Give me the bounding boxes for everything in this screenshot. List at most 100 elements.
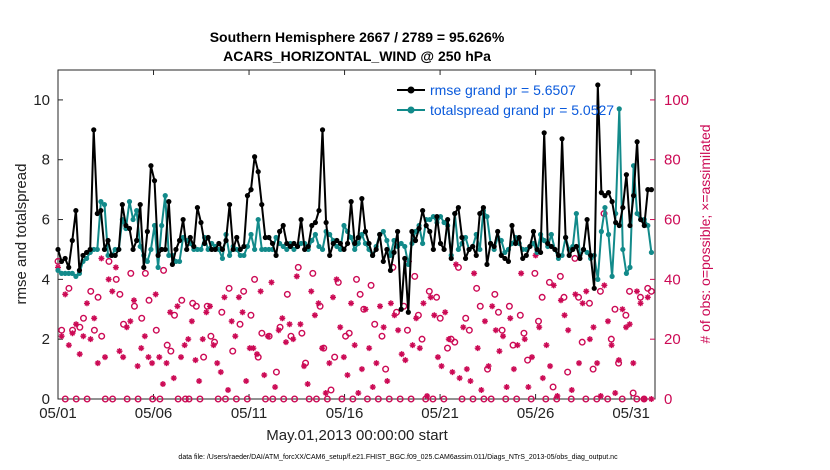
totalspread-point: [309, 237, 315, 244]
obs-possible-point: [371, 320, 379, 328]
obs-assimilated-point: [619, 306, 626, 313]
totalspread-point: [155, 264, 161, 270]
obs-assimilated-point: [203, 309, 210, 316]
obs-possible-point: [258, 329, 266, 337]
obs-possible-point: [469, 395, 477, 403]
totalspread-point: [502, 249, 508, 256]
rmse-point: [226, 201, 233, 208]
totalspread-point: [130, 216, 136, 223]
rmse-point: [391, 249, 397, 256]
obs-possible-point: [520, 329, 528, 337]
obs-possible-point: [232, 395, 240, 403]
rmse-point: [362, 228, 369, 235]
obs-assimilated-point: [536, 324, 543, 331]
obs-assimilated-point: [503, 384, 510, 391]
obs-possible-point: [636, 293, 644, 301]
obs-possible-point: [123, 395, 131, 403]
obs-possible-point: [549, 383, 557, 391]
rmse-point: [91, 127, 97, 133]
obs-possible-point: [418, 335, 426, 343]
rmse-point: [219, 246, 226, 253]
obs-assimilated-point: [561, 312, 568, 319]
rmse-point: [355, 234, 361, 241]
rmse-point: [523, 252, 529, 259]
totalspread-point: [427, 216, 433, 223]
obs-assimilated-point: [192, 357, 199, 364]
obs-assimilated-point: [644, 294, 651, 301]
y-left-tick-label: 8: [42, 152, 50, 169]
obs-possible-point: [505, 302, 513, 310]
rmse-point: [545, 240, 551, 247]
totalspread-point: [280, 243, 286, 250]
totalspread-point: [126, 199, 133, 205]
obs-assimilated-point: [478, 387, 485, 394]
y-left-tick-label: 10: [33, 92, 50, 109]
obs-assimilated-point: [80, 333, 87, 340]
obs-assimilated-point: [521, 336, 528, 343]
rmse-point: [548, 243, 554, 250]
obs-possible-point: [127, 269, 135, 277]
totalspread-point: [101, 201, 108, 208]
obs-possible-point: [134, 395, 142, 403]
obs-assimilated-point: [583, 288, 590, 295]
totalspread-point: [134, 207, 140, 214]
totalspread-point: [602, 204, 608, 211]
obs-possible-point: [626, 287, 634, 295]
obs-assimilated-point: [254, 351, 260, 358]
rmse-point: [252, 154, 258, 160]
obs-possible-point: [622, 311, 630, 319]
rmse-point: [262, 234, 268, 241]
obs-possible-point: [312, 395, 320, 403]
rmse-point: [280, 222, 286, 229]
totalspread-point: [620, 246, 626, 253]
totalspread-point: [237, 252, 243, 259]
totalspread-point: [55, 267, 61, 273]
rmse-point: [337, 240, 344, 247]
rmse-point: [387, 267, 394, 273]
rmse-point: [73, 207, 79, 214]
totalspread-point: [173, 258, 179, 265]
obs-assimilated-point: [434, 354, 441, 361]
obs-assimilated-point: [474, 345, 481, 352]
footnote: data file: /Users/raeder/DAI/ATM_forcXX/…: [178, 454, 618, 461]
obs-assimilated-point: [319, 345, 326, 352]
obs-possible-point: [527, 395, 535, 403]
rmse-point: [427, 228, 433, 235]
obs-assimilated-point: [120, 354, 127, 361]
obs-assimilated-point: [460, 324, 467, 331]
obs-assimilated-point: [62, 291, 69, 298]
totalspread-point: [252, 246, 258, 253]
obs-possible-point: [87, 287, 95, 295]
x-tick-label: 05/16: [326, 405, 364, 422]
obs-assimilated-point: [471, 270, 478, 277]
obs-assimilated-point: [76, 351, 83, 358]
obs-possible-point: [138, 314, 146, 322]
rmse-point: [119, 201, 125, 208]
rmse-point: [144, 228, 150, 235]
rmse-point: [319, 127, 326, 133]
totalspread-point: [359, 231, 365, 238]
obs-possible-point: [247, 311, 255, 319]
totalspread-point: [259, 246, 265, 253]
obs-assimilated-point: [608, 342, 615, 349]
legend-rmse-label: rmse grand pr = 5.6507: [430, 82, 576, 98]
obs-assimilated-point: [358, 366, 365, 373]
rmse-point: [187, 234, 193, 241]
obs-assimilated-point: [572, 291, 579, 298]
rmse-point: [630, 193, 637, 199]
obs-assimilated-point: [637, 300, 644, 307]
rmse-point: [620, 204, 626, 211]
obs-possible-point: [611, 305, 619, 313]
obs-possible-point: [407, 395, 415, 403]
obs-assimilated-point: [308, 288, 315, 295]
obs-assimilated-point: [58, 333, 65, 340]
y-axis-right-ticks: 0 20 40 60 80 100: [650, 92, 689, 408]
totalspread-point: [598, 228, 604, 235]
obs-assimilated-point: [109, 288, 116, 295]
obs-possible-point: [269, 395, 277, 403]
obs-possible-point: [487, 395, 495, 403]
rmse-point: [334, 237, 340, 244]
obs-possible-point: [338, 395, 346, 403]
rmse-point: [634, 139, 640, 145]
totalspread-point: [584, 249, 590, 256]
